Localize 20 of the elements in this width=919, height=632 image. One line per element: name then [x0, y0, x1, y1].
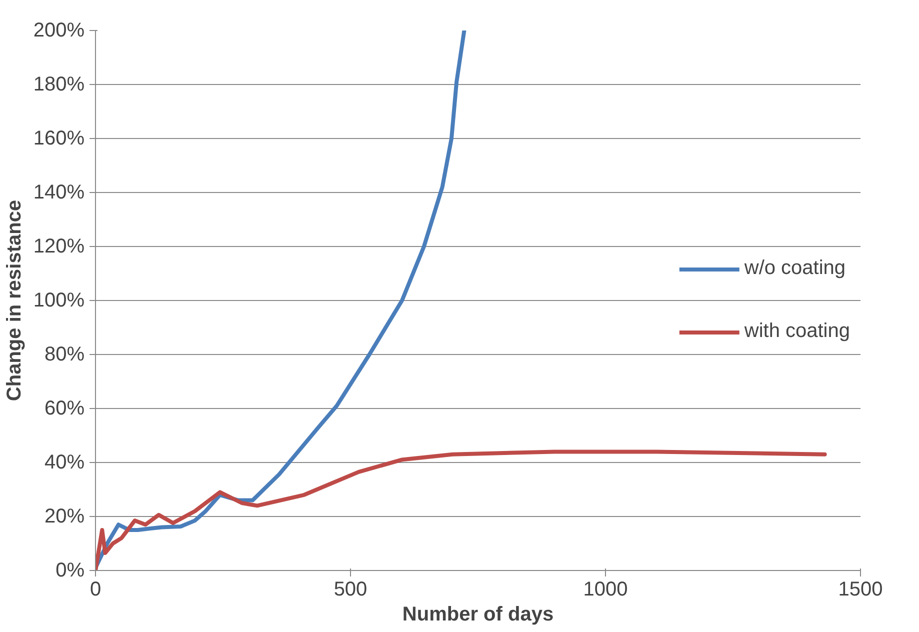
y-tick-label: 180%	[33, 74, 85, 96]
y-tick-label: 20%	[44, 506, 85, 528]
line-series	[96, 450, 827, 570]
y-tick-label: 160%	[33, 128, 85, 150]
x-tick-label: 0	[90, 578, 102, 600]
x-tick-label: 500	[334, 578, 368, 600]
legend-label: with coating	[744, 320, 850, 343]
x-tick-label: 1500	[838, 578, 883, 600]
x-axis-title: Number of days	[402, 604, 554, 626]
y-tick-label: 200%	[33, 20, 85, 42]
y-tick-label: 80%	[44, 344, 85, 366]
y-tick-label: 140%	[33, 182, 85, 204]
y-tick-label: 60%	[44, 398, 85, 420]
legend-label: w/o coating	[744, 257, 846, 280]
y-tick-label: 0%	[56, 560, 85, 582]
y-axis-title: Change in resistance	[3, 200, 26, 402]
y-tick-label: 40%	[44, 452, 85, 474]
y-tick-label: 100%	[33, 290, 85, 312]
y-tick-label: 120%	[33, 236, 85, 258]
x-tick-label: 1000	[583, 578, 628, 600]
